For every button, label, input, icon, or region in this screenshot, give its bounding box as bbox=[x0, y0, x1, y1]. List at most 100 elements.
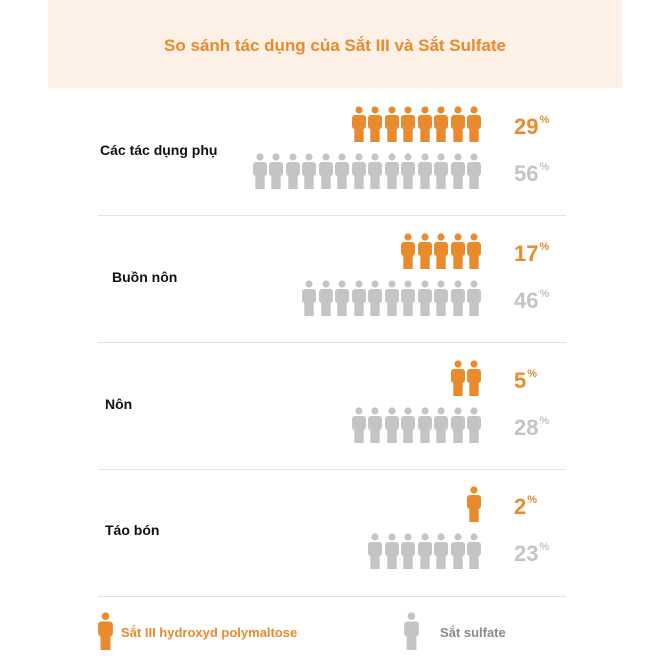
legend-divider bbox=[98, 596, 566, 597]
person-icon bbox=[368, 407, 382, 443]
person-icon bbox=[285, 153, 300, 189]
person-icon bbox=[434, 280, 448, 316]
person-icon bbox=[384, 153, 399, 189]
person-icon bbox=[450, 533, 465, 569]
person-icon bbox=[467, 233, 481, 269]
percent-unit: % bbox=[527, 493, 538, 506]
icon-row-series-1 bbox=[400, 233, 483, 269]
legend-person-icon-gray bbox=[404, 612, 419, 650]
person-icon bbox=[467, 486, 481, 522]
percent-number: 23 bbox=[514, 541, 539, 566]
person-icon bbox=[351, 106, 366, 142]
percent-number: 28 bbox=[514, 415, 539, 440]
percent-number: 46 bbox=[514, 288, 539, 313]
person-icon bbox=[384, 280, 399, 316]
person-icon bbox=[450, 153, 465, 189]
person-icon bbox=[434, 233, 448, 269]
percent-value: 5% bbox=[514, 368, 537, 394]
icon-row-series-2 bbox=[252, 153, 483, 189]
person-icon bbox=[269, 153, 283, 189]
person-icon bbox=[434, 153, 448, 189]
person-icon bbox=[401, 407, 415, 443]
person-icon bbox=[450, 280, 465, 316]
person-icon bbox=[417, 153, 432, 189]
chart-title: So sánh tác dụng của Sắt III và Sắt Sulf… bbox=[164, 36, 506, 55]
category-label: Táo bón bbox=[105, 522, 160, 538]
percent-unit: % bbox=[539, 240, 550, 253]
percent-value: 28% bbox=[514, 415, 549, 441]
person-icon bbox=[335, 153, 349, 189]
person-icon bbox=[384, 106, 399, 142]
legend-person-icon-orange bbox=[98, 612, 113, 650]
person-icon bbox=[401, 153, 415, 189]
percent-value: 2% bbox=[514, 494, 537, 520]
row-divider bbox=[98, 342, 566, 343]
person-icon bbox=[417, 407, 432, 443]
person-icon bbox=[434, 533, 448, 569]
person-icon bbox=[417, 106, 432, 142]
percent-number: 17 bbox=[514, 241, 539, 266]
percent-number: 2 bbox=[514, 494, 527, 519]
percent-number: 5 bbox=[514, 368, 527, 393]
row-divider bbox=[98, 215, 566, 216]
person-icon bbox=[351, 280, 366, 316]
percent-value: 46% bbox=[514, 288, 549, 314]
person-icon bbox=[417, 533, 432, 569]
person-icon bbox=[450, 106, 465, 142]
person-icon bbox=[467, 360, 481, 396]
row-divider bbox=[98, 469, 566, 470]
person-icon bbox=[467, 533, 481, 569]
person-icon bbox=[467, 106, 481, 142]
person-icon bbox=[467, 407, 481, 443]
icon-row-series-1 bbox=[466, 486, 483, 522]
person-icon bbox=[318, 280, 333, 316]
person-icon bbox=[467, 153, 481, 189]
person-icon bbox=[368, 533, 382, 569]
person-icon bbox=[434, 407, 448, 443]
person-icon bbox=[252, 153, 267, 189]
person-icon bbox=[368, 280, 382, 316]
percent-value: 17% bbox=[514, 241, 549, 267]
person-icon bbox=[401, 106, 415, 142]
person-icon bbox=[434, 106, 448, 142]
percent-unit: % bbox=[539, 540, 550, 553]
person-icon bbox=[368, 106, 382, 142]
person-icon bbox=[351, 153, 366, 189]
icon-row-series-1 bbox=[450, 360, 483, 396]
percent-value: 56% bbox=[514, 161, 549, 187]
person-icon bbox=[335, 280, 349, 316]
person-icon bbox=[401, 533, 415, 569]
person-icon bbox=[384, 533, 399, 569]
person-icon bbox=[450, 407, 465, 443]
percent-unit: % bbox=[539, 160, 550, 173]
icon-row-series-2 bbox=[351, 407, 483, 443]
person-icon bbox=[351, 407, 366, 443]
percent-number: 56 bbox=[514, 161, 539, 186]
percent-value: 29% bbox=[514, 114, 549, 140]
person-icon bbox=[401, 233, 415, 269]
percent-number: 29 bbox=[514, 114, 539, 139]
category-label: Nôn bbox=[105, 396, 133, 412]
person-icon bbox=[384, 407, 399, 443]
person-icon bbox=[467, 280, 481, 316]
category-label: Buồn nôn bbox=[112, 269, 178, 285]
icon-row-series-2 bbox=[301, 280, 483, 316]
person-icon bbox=[417, 280, 432, 316]
person-icon bbox=[302, 153, 316, 189]
person-icon bbox=[417, 233, 432, 269]
legend-label-series-1: Sắt III hydroxyd polymaltose bbox=[121, 625, 298, 640]
percent-unit: % bbox=[539, 414, 550, 427]
percent-unit: % bbox=[539, 113, 550, 126]
person-icon bbox=[401, 280, 415, 316]
legend-label-series-2: Sắt sulfate bbox=[440, 625, 506, 640]
person-icon bbox=[368, 153, 382, 189]
icon-row-series-2 bbox=[367, 533, 483, 569]
title-banner: So sánh tác dụng của Sắt III và Sắt Sulf… bbox=[48, 0, 622, 88]
person-icon bbox=[450, 360, 465, 396]
person-icon bbox=[318, 153, 333, 189]
person-icon bbox=[302, 280, 316, 316]
icon-row-series-1 bbox=[351, 106, 483, 142]
person-icon bbox=[450, 233, 465, 269]
percent-unit: % bbox=[539, 287, 550, 300]
percent-unit: % bbox=[527, 367, 538, 380]
